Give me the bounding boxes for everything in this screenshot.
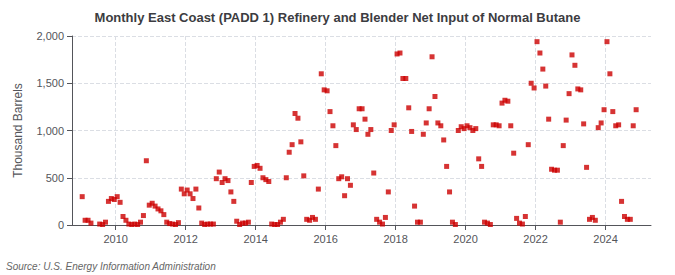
svg-text:Source: U.S. Energy Informatio: Source: U.S. Energy Information Administ… <box>6 261 216 272</box>
svg-text:2010: 2010 <box>103 233 127 245</box>
svg-text:Thousand Barrels: Thousand Barrels <box>11 83 25 178</box>
svg-text:2020: 2020 <box>453 233 477 245</box>
svg-text:0: 0 <box>58 219 64 231</box>
svg-text:2016: 2016 <box>313 233 337 245</box>
svg-text:2014: 2014 <box>243 233 267 245</box>
svg-text:2012: 2012 <box>173 233 197 245</box>
svg-text:2022: 2022 <box>523 233 547 245</box>
svg-text:500: 500 <box>46 172 64 184</box>
svg-text:2018: 2018 <box>383 233 407 245</box>
svg-text:1,000: 1,000 <box>36 125 64 137</box>
svg-text:Monthly East Coast (PADD 1) Re: Monthly East Coast (PADD 1) Refinery and… <box>95 10 581 25</box>
svg-text:2,000: 2,000 <box>36 30 64 42</box>
svg-text:1,500: 1,500 <box>36 77 64 89</box>
svg-text:2024: 2024 <box>593 233 617 245</box>
